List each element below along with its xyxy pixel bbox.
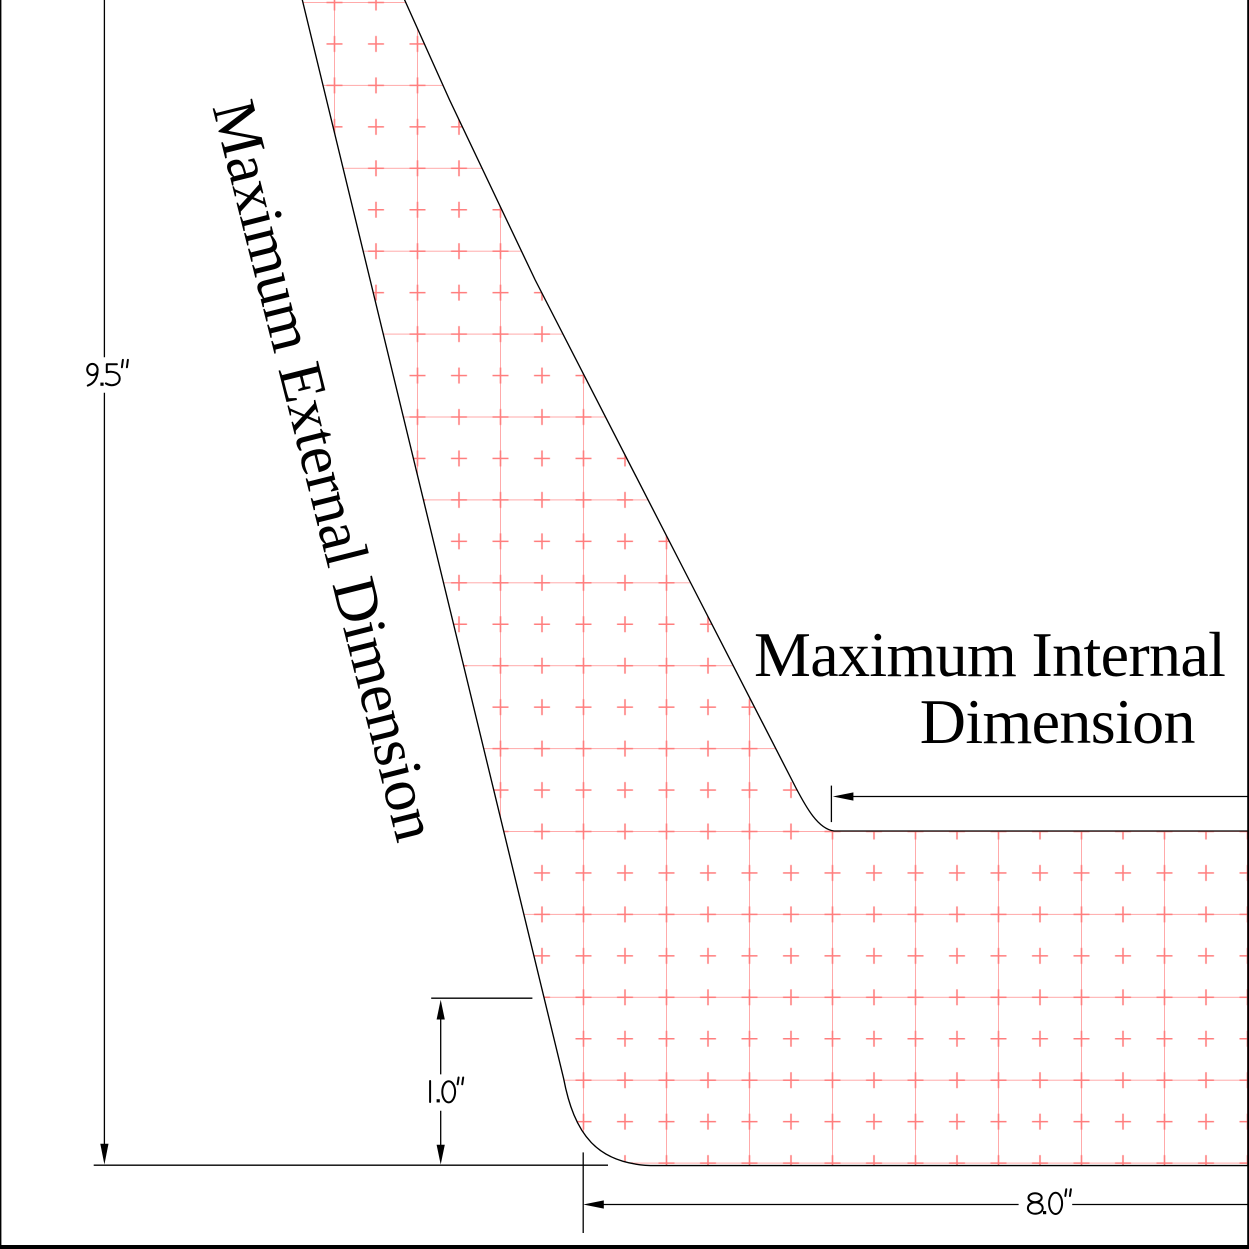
svg-text:Dimension: Dimension xyxy=(920,686,1196,757)
svg-text:Maximum Internal: Maximum Internal xyxy=(754,619,1225,690)
